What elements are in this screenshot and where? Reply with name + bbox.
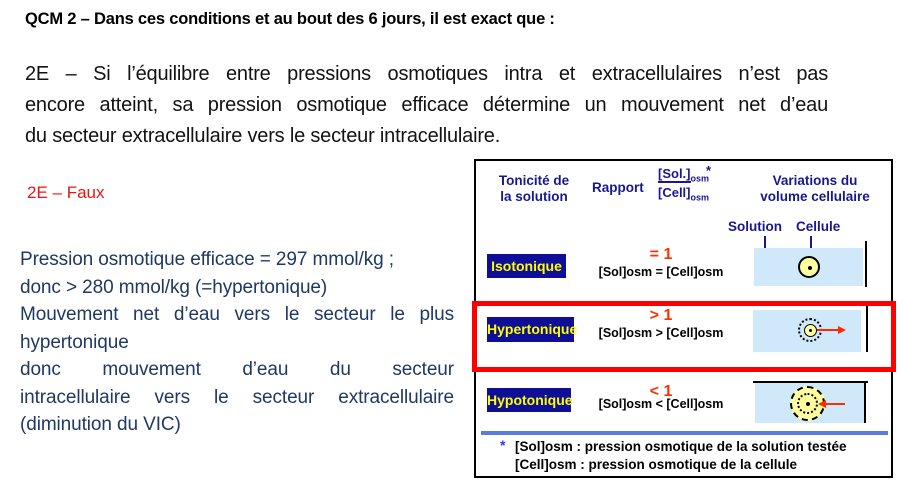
- explanation-paragraph: Pression osmotique efficace = 297 mmol/k…: [20, 246, 454, 439]
- fraction-denominator: [Cell]: [658, 184, 691, 200]
- hypertonic-badge: Hypertonique: [487, 317, 577, 342]
- explanation-line: intracellulaire vers le secteur extracel…: [20, 386, 454, 408]
- statement-line: 2E – Si l’équilibre entre pressions osmo…: [25, 63, 828, 85]
- solution-label: Solution: [728, 219, 782, 234]
- variations-column-header: Variations du volume cellulaire: [760, 173, 870, 204]
- hypotonic-top-line: [753, 381, 868, 383]
- water-out-arrowhead-icon: [838, 326, 846, 334]
- isotonic-wall-line: [865, 241, 867, 287]
- fraction-numerator-sub: osm: [690, 173, 710, 184]
- isotonic-ratio: = 1: [649, 246, 673, 263]
- tonicity-column-header: Tonicité de la solution: [498, 173, 570, 204]
- hypertonic-ratio: > 1: [649, 307, 673, 324]
- hypotonic-badge: Hypotonique: [487, 388, 573, 412]
- explanation-line: Mouvement net d’eau vers le secteur le p…: [20, 304, 454, 325]
- fraction-numerator: [Sol.]: [658, 166, 691, 183]
- footnote-asterisk: *: [500, 437, 506, 453]
- tonicity-diagram: Tonicité de la solution Rapport * [Sol.]…: [472, 159, 896, 478]
- isotonic-badge: Isotonique: [487, 254, 566, 278]
- explanation-line: (diminution du VIC): [20, 414, 181, 435]
- water-in-arrowhead-icon: [818, 400, 826, 408]
- hypertonic-relation: [Sol]osm > [Cell]osm: [598, 326, 724, 340]
- statement-line: encore atteint, sa pression osmotique ef…: [25, 94, 828, 116]
- explanation-line: Pression osmotique efficace = 297 mmol/k…: [20, 249, 394, 270]
- isotonic-relation: [Sol]osm = [Cell]osm: [598, 265, 724, 279]
- footnote-text: [Sol]osm : pression osmotique de la solu…: [515, 438, 847, 474]
- rapport-label: Rapport: [592, 180, 644, 195]
- hypertonic-shrunken-cell-icon: [804, 324, 817, 337]
- water-out-arrow: [817, 329, 838, 331]
- statement-line: du secteur extracellulaire vers le secte…: [25, 125, 501, 147]
- explanation-line: donc > 280 mmol/kg (=hypertonique): [20, 276, 328, 298]
- statement-paragraph: 2E – Si l’équilibre entre pressions osmo…: [25, 59, 828, 152]
- fraction-asterisk: *: [706, 163, 712, 178]
- explanation-line: hypertonique: [20, 331, 129, 353]
- cellule-label: Cellule: [796, 219, 841, 234]
- hypotonic-ratio: < 1: [649, 383, 673, 400]
- fraction-denominator-sub: osm: [690, 192, 710, 203]
- solution-arrow: [764, 236, 766, 252]
- hypotonic-relation: [Sol]osm < [Cell]osm: [598, 397, 724, 411]
- cellule-arrow: [810, 236, 812, 250]
- verdict-label: 2E – Faux: [27, 183, 105, 202]
- footnote-line: [Sol]osm : pression osmotique de la solu…: [515, 439, 847, 454]
- hypotonic-wall-line: [864, 381, 866, 423]
- footnote-line: [Cell]osm : pression osmotique de la cel…: [515, 457, 798, 472]
- hypotonic-original-outline-icon: [796, 392, 818, 414]
- explanation-line: donc mouvement d’eau du secteur: [20, 359, 454, 380]
- water-in-arrow: [826, 403, 845, 405]
- ratio-fraction: * [Sol.]osm [Cell]osm: [658, 163, 712, 204]
- isotonic-cell-icon: [798, 256, 820, 278]
- cell-nucleus-dot: [809, 329, 812, 332]
- hypertonic-wall-line: [866, 305, 868, 352]
- page-title: QCM 2 – Dans ces conditions et au bout d…: [25, 10, 555, 28]
- cell-nucleus-dot: [806, 402, 810, 406]
- footnote-separator: [481, 431, 888, 435]
- cell-nucleus-dot: [808, 266, 812, 270]
